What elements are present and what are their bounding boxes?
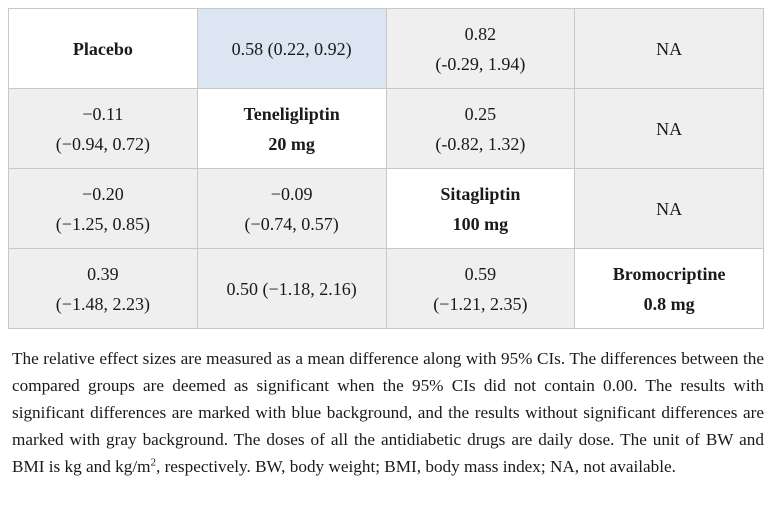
cell-line: 0.58 (0.22, 0.92) <box>231 38 352 59</box>
table-cell: 0.39 (−1.48, 2.23) <box>8 248 198 329</box>
table-cell: Bromocriptine 0.8 mg <box>574 248 764 329</box>
cell-line: 20 mg <box>268 133 315 154</box>
table-cell: Teneligliptin 20 mg <box>196 88 387 169</box>
cell-line: Bromocriptine <box>612 263 726 284</box>
cell-line: 0.25 <box>464 103 497 124</box>
footnote-text-end: , respectively. BW, body weight; BMI, bo… <box>155 457 676 476</box>
table-row: 0.39 (−1.48, 2.23) 0.50 (−1.18, 2.16) 0.… <box>8 248 764 329</box>
cell-line: −0.11 <box>82 103 124 124</box>
cell-line: 0.8 mg <box>643 293 695 314</box>
cell-line: (−0.94, 0.72) <box>55 133 150 154</box>
cell-line: (−1.21, 2.35) <box>433 293 528 314</box>
table-cell: NA <box>574 168 764 249</box>
cell-line: (−1.48, 2.23) <box>55 293 150 314</box>
table-cell: NA <box>574 88 764 169</box>
table-cell: −0.09 (−0.74, 0.57) <box>196 168 387 249</box>
table-cell: 0.58 (0.22, 0.92) <box>196 8 387 89</box>
cell-line: Sitagliptin <box>440 183 521 204</box>
table-footnote: The relative effect sizes are measured a… <box>12 345 764 480</box>
cell-line: (-0.82, 1.32) <box>435 133 526 154</box>
cell-line: Placebo <box>72 38 133 59</box>
table-cell: 0.25 (-0.82, 1.32) <box>385 88 576 169</box>
table-cell: −0.20 (−1.25, 0.85) <box>8 168 198 249</box>
table-cell: NA <box>574 8 764 89</box>
cell-line: 0.82 <box>464 23 497 44</box>
table-cell: 0.82 (-0.29, 1.94) <box>385 8 576 89</box>
league-table: Placebo 0.58 (0.22, 0.92) 0.82 (-0.29, 1… <box>8 8 764 329</box>
cell-line: 0.59 <box>464 263 497 284</box>
cell-line: 0.50 (−1.18, 2.16) <box>226 278 357 299</box>
cell-line: (-0.29, 1.94) <box>435 53 526 74</box>
cell-line: (−0.74, 0.57) <box>244 213 339 234</box>
footnote-superscript: 2 <box>150 456 156 469</box>
table-row: Placebo 0.58 (0.22, 0.92) 0.82 (-0.29, 1… <box>8 8 764 89</box>
cell-line: NA <box>656 198 683 219</box>
cell-line: (−1.25, 0.85) <box>55 213 150 234</box>
cell-line: Teneligliptin <box>243 103 340 124</box>
cell-line: −0.09 <box>270 183 313 204</box>
footnote-text: The relative effect sizes are measured a… <box>12 349 764 476</box>
cell-line: 0.39 <box>87 263 119 284</box>
cell-line: NA <box>656 38 683 59</box>
table-cell: −0.11 (−0.94, 0.72) <box>8 88 198 169</box>
table-row: −0.11 (−0.94, 0.72) Teneligliptin 20 mg … <box>8 88 764 169</box>
table-cell: 0.50 (−1.18, 2.16) <box>196 248 387 329</box>
cell-line: NA <box>656 118 683 139</box>
cell-line: 100 mg <box>452 213 509 234</box>
table-cell: 0.59 (−1.21, 2.35) <box>385 248 576 329</box>
table-cell: Sitagliptin 100 mg <box>385 168 576 249</box>
table-row: −0.20 (−1.25, 0.85) −0.09 (−0.74, 0.57) … <box>8 168 764 249</box>
table-cell: Placebo <box>8 8 198 89</box>
cell-line: −0.20 <box>82 183 124 204</box>
